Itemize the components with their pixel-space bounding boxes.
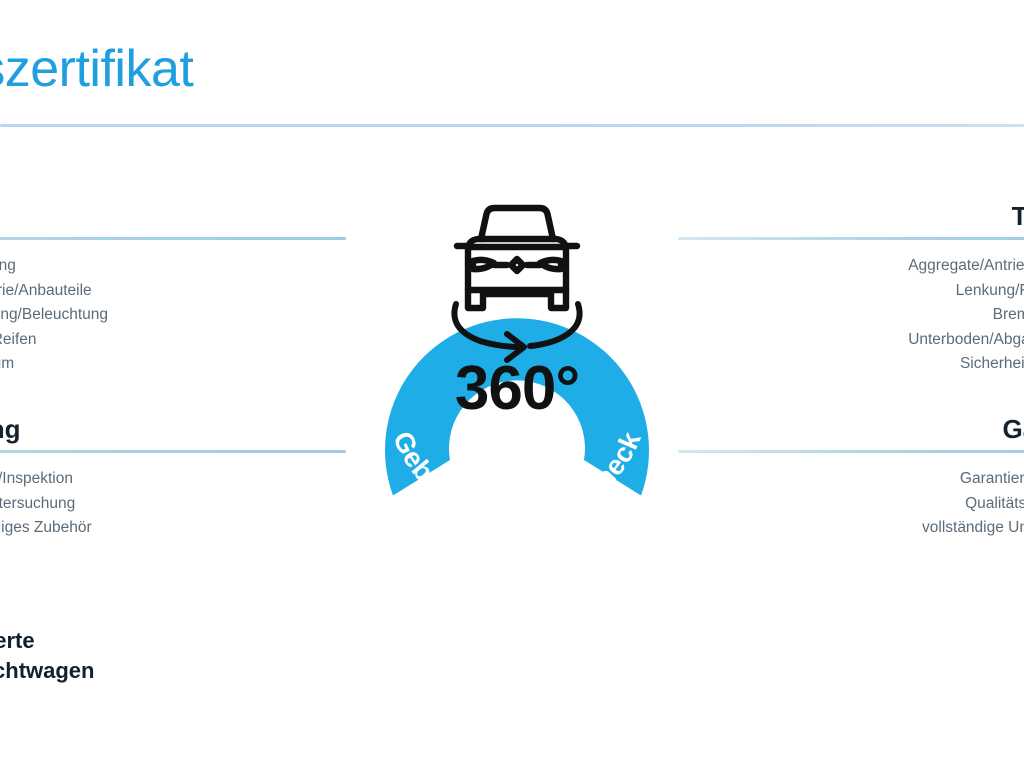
list-item: vollständige Unterlagen xyxy=(678,516,1024,541)
list-item: vollständiges Zubehör xyxy=(0,516,346,541)
list-item: Felgen/Reifen xyxy=(0,327,346,352)
list-item: Karosserie/Anbauteile xyxy=(0,278,346,303)
section-divider-optik xyxy=(0,236,346,240)
list-item-label: Unterboden/Abgasanlage xyxy=(908,330,1024,348)
list-item-label: Verglasung/Beleuchtung xyxy=(0,306,109,323)
list-item: Bremsanlage xyxy=(678,303,1024,328)
list-item-label: Innenraum xyxy=(0,355,15,372)
section-heading-optik: Optik xyxy=(0,200,346,237)
list-item: Innenraum xyxy=(0,352,346,377)
list-item: Aggregate/Antriebsstrang xyxy=(678,254,1024,279)
section-wartung: Wartung Wartung/Inspektion Hauptuntersuc… xyxy=(0,413,346,540)
list-item-label: Qualitätszertifikat xyxy=(965,494,1024,512)
list-item-label: Lackierung xyxy=(0,257,16,274)
list-item-label: Garantienachweis xyxy=(959,470,1024,487)
list-item: Unterboden/Abgasanlage xyxy=(678,327,1024,352)
rotation-arrow-icon xyxy=(451,301,583,363)
360-gebrauchtwagen-check-logo: Gebrauchtwagen-Check xyxy=(352,184,682,524)
list-item: Lenkung/Fahrwerk xyxy=(678,278,1024,303)
checklist-technik: Aggregate/Antriebsstrang Lenkung/Fahrwer… xyxy=(678,254,1024,377)
blue-ring xyxy=(385,318,649,496)
section-heading-technik: Technik xyxy=(1011,201,1024,231)
section-heading-wartung: Wartung xyxy=(0,414,21,444)
list-item-label: Hauptuntersuchung xyxy=(0,494,76,512)
list-item: Qualitätszertifikat xyxy=(678,491,1024,516)
list-item-label: Wartung/Inspektion xyxy=(0,470,73,487)
title-divider xyxy=(0,124,1024,127)
section-heading-garantie: Garantie xyxy=(1002,414,1024,444)
checklist-optik: Lackierung Karosserie/Anbauteile Verglas… xyxy=(0,254,346,377)
list-item: Garantienachweis xyxy=(678,467,1024,492)
checklist-wartung: Wartung/Inspektion Hauptuntersuchung vol… xyxy=(0,467,346,541)
page-title-container: Qualitätszertifikat xyxy=(0,44,1024,124)
section-divider-wartung xyxy=(0,449,346,453)
list-item-label: Aggregate/Antriebsstrang xyxy=(908,257,1024,274)
list-item: Hauptuntersuchung xyxy=(0,491,346,516)
list-item: Wartung/Inspektion xyxy=(0,467,346,492)
list-item-label: Karosserie/Anbauteile xyxy=(0,281,92,299)
section-technik: Technik Aggregate/Antriebsstrang Lenkung… xyxy=(678,200,1024,376)
section-divider-garantie xyxy=(678,449,1024,453)
logo-center-text: 360° xyxy=(454,354,580,423)
claim-text: Zertifizierte Gebrauchtwagen xyxy=(0,626,336,687)
claim-line-1: Zertifizierte xyxy=(0,628,35,653)
claim-line-2: Gebrauchtwagen xyxy=(0,658,95,684)
list-item-label: Lenkung/Fahrwerk xyxy=(955,281,1024,299)
list-item-label: Sicherheit/Elektrik xyxy=(959,355,1024,372)
list-item: Lackierung xyxy=(0,254,346,279)
list-item-label: vollständiges Zubehör xyxy=(0,519,92,536)
list-item-label: Felgen/Reifen xyxy=(0,330,37,348)
page-title: Qualitätszertifikat xyxy=(0,44,194,98)
left-column: Optik Lackierung Karosserie/Anbauteile V… xyxy=(0,200,346,540)
section-divider-technik xyxy=(678,236,1024,240)
section-optik: Optik Lackierung Karosserie/Anbauteile V… xyxy=(0,200,346,376)
list-item: Sicherheit/Elektrik xyxy=(678,352,1024,377)
section-garantie: Garantie Garantienachweis Qualitätszerti… xyxy=(678,413,1024,540)
checklist-garantie: Garantienachweis Qualitätszertifikat vol… xyxy=(678,467,1024,541)
list-item-label: vollständige Unterlagen xyxy=(922,519,1024,536)
list-item-label: Bremsanlage xyxy=(992,306,1024,323)
list-item: Verglasung/Beleuchtung xyxy=(0,303,346,328)
right-column: Technik Aggregate/Antriebsstrang Lenkung… xyxy=(678,200,1024,540)
car-front-rotation-icon xyxy=(453,204,581,312)
